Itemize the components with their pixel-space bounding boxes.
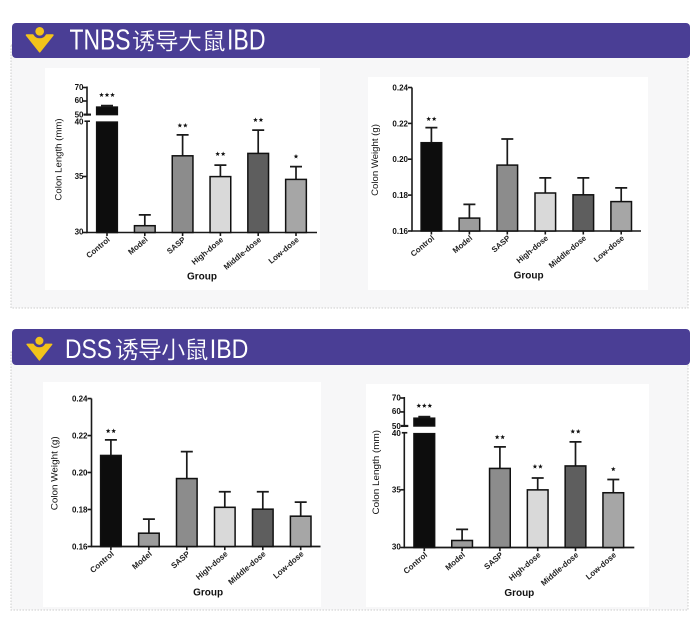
svg-text:IBD: IBD [227, 24, 266, 56]
svg-text:IBD: IBD [210, 334, 249, 364]
svg-text:DSS: DSS [65, 334, 112, 364]
svg-text:TNBS: TNBS [70, 24, 131, 56]
